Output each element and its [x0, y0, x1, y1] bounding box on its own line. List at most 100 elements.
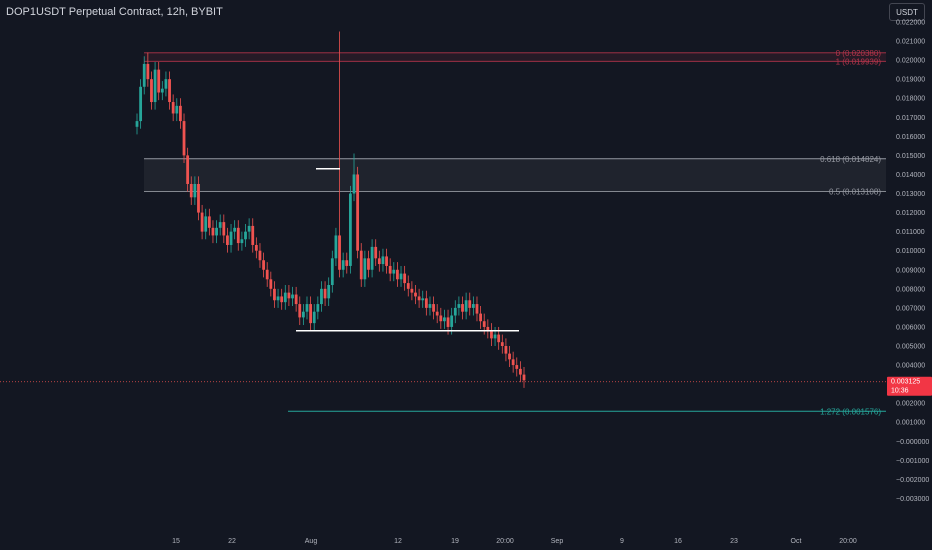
candle [414, 292, 417, 297]
candle [338, 235, 341, 270]
candle [320, 288, 323, 305]
y-tick-label: −0.000000 [896, 439, 929, 446]
candle [200, 212, 204, 232]
candle [432, 304, 435, 312]
candle [298, 304, 302, 318]
candle [385, 256, 388, 266]
x-tick-label: 22 [228, 538, 236, 545]
candle [222, 222, 226, 236]
candle [486, 326, 490, 331]
candle [226, 235, 229, 245]
last-price-tag [887, 376, 932, 396]
x-tick-label: Aug [305, 538, 318, 545]
y-tick-label: 0.013000 [896, 191, 925, 198]
candle [392, 269, 396, 274]
candle [135, 121, 139, 127]
candle [388, 265, 392, 274]
currency-button[interactable]: USDT [889, 3, 925, 21]
candle [511, 359, 515, 366]
candle [269, 279, 273, 289]
candle [273, 288, 276, 301]
candle [374, 246, 378, 259]
y-tick-label: −0.001000 [896, 458, 929, 465]
candle [457, 304, 461, 308]
fib-level-label: 0.618 (0.014824) [820, 155, 881, 164]
candle [497, 334, 501, 343]
candle [146, 63, 150, 80]
candle [421, 298, 425, 301]
candle [399, 273, 403, 280]
x-tick-label: 20:00 [839, 538, 857, 545]
y-tick-label: 0.008000 [896, 286, 925, 293]
y-tick-label: 0.018000 [896, 96, 925, 103]
candle [435, 311, 439, 316]
fib-level-label: 0 (0.020380) [836, 49, 882, 58]
candle [254, 244, 258, 251]
bar-countdown: 10:36 [891, 388, 909, 395]
y-tick-label: 0.016000 [896, 134, 925, 141]
candle [348, 193, 352, 266]
candle [504, 346, 508, 354]
candle [453, 307, 457, 316]
candle [215, 227, 218, 236]
last-price-value: 0.003125 [891, 379, 920, 386]
y-tick-label: 0.014000 [896, 172, 925, 179]
y-tick-label: 0.017000 [896, 115, 925, 122]
candle [359, 250, 363, 280]
y-tick-label: 0.022000 [896, 19, 925, 26]
candle [377, 258, 381, 265]
candle [236, 227, 240, 244]
candle [189, 183, 193, 198]
fib-zone [144, 52, 886, 62]
y-tick-label: 0.011000 [896, 229, 925, 236]
x-tick-label: 15 [172, 538, 180, 545]
candle [334, 235, 338, 259]
candle [309, 304, 313, 324]
y-tick-label: 0.005000 [896, 344, 925, 351]
fib-level-label: 1 (0.019939) [836, 57, 882, 66]
x-tick-label: 23 [730, 538, 738, 545]
candle [439, 315, 443, 322]
candle [403, 273, 407, 284]
y-tick-label: −0.003000 [896, 496, 929, 503]
candle [370, 246, 374, 270]
x-tick-label: Sep [551, 538, 564, 545]
candle [352, 174, 356, 194]
candle [443, 317, 446, 322]
candle [327, 285, 331, 299]
y-tick-label: 0.002000 [896, 401, 925, 408]
candle [258, 250, 262, 261]
candle [204, 216, 208, 232]
candle [179, 105, 182, 122]
candle [164, 79, 168, 89]
candle [312, 311, 316, 324]
candle [182, 121, 186, 156]
y-tick-label: 0.010000 [896, 248, 925, 255]
candle [515, 365, 519, 369]
candle [316, 304, 320, 312]
candle [280, 296, 284, 303]
candle [251, 225, 255, 245]
candle [262, 260, 265, 270]
candle [211, 227, 215, 236]
candle [244, 231, 247, 240]
candle [345, 260, 349, 266]
candle [240, 239, 244, 244]
candle [186, 155, 190, 184]
y-tick-label: 0.021000 [896, 39, 925, 46]
candle [142, 63, 146, 87]
candle [207, 216, 211, 228]
candle [276, 296, 280, 301]
candle [323, 288, 327, 299]
x-tick-label: 12 [394, 538, 402, 545]
y-tick-label: 0.004000 [896, 363, 925, 370]
candle [287, 292, 291, 299]
y-tick-label: 0.001000 [896, 420, 925, 427]
candle [171, 102, 175, 114]
candle [500, 342, 504, 346]
candle [410, 288, 414, 293]
candle [193, 183, 197, 198]
x-tick-label: 16 [674, 538, 682, 545]
candle [363, 258, 367, 280]
